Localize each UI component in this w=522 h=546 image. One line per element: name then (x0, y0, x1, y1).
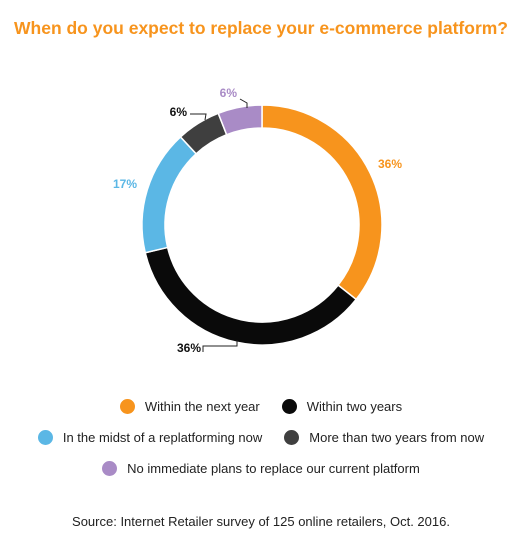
data-label-within-the-next-year: 36% (378, 157, 402, 171)
legend-item-more-than-two-years: More than two years from now (284, 430, 484, 445)
legend-row-1: Within the next year Within two years (0, 399, 522, 414)
legend-swatch (37, 430, 53, 445)
data-label-within-two-years: 36% (177, 341, 201, 355)
legend-label: In the midst of a replatforming now (62, 430, 263, 445)
leader-line-no-immediate-plans-to-replace-our-current-platform (239, 98, 248, 108)
legend-item-no-immediate-plans: No immediate plans to replace our curren… (102, 461, 420, 476)
data-label-no-immediate-plans-to-replace-our-current-platform: 6% (220, 86, 238, 100)
data-label-in-the-midst-of-a-replatforming-now: 17% (113, 177, 137, 191)
slice-in-the-midst-of-a-replatforming-now (141, 135, 198, 254)
legend-swatch (284, 430, 300, 445)
legend-label: No immediate plans to replace our curren… (127, 461, 420, 476)
slice-within-the-next-year (261, 104, 383, 301)
legend-label: Within two years (306, 399, 403, 414)
legend-label: Within the next year (144, 399, 260, 414)
legend-row-3: No immediate plans to replace our curren… (0, 461, 522, 476)
legend-swatch (102, 461, 118, 476)
slice-within-two-years (144, 246, 358, 346)
legend-swatch (281, 399, 297, 414)
legend-item-within-two-years: Within two years (281, 399, 403, 414)
legend-swatch (119, 399, 135, 414)
chart-title: When do you expect to replace your e-com… (14, 18, 508, 38)
source-note: Source: Internet Retailer survey of 125 … (72, 514, 450, 529)
legend-label: More than two years from now (309, 430, 485, 445)
legend-item-replatforming-now: In the midst of a replatforming now (37, 430, 263, 445)
legend-item-within-next-year: Within the next year (119, 399, 260, 414)
data-label-more-than-two-years-from-now: 6% (170, 105, 188, 119)
leader-line-within-two-years (202, 340, 238, 352)
legend-row-2: In the midst of a replatforming now More… (0, 430, 522, 445)
leader-line-more-than-two-years-from-now (190, 113, 207, 121)
slice-no-immediate-plans-to-replace-our-current-platform (217, 104, 263, 136)
